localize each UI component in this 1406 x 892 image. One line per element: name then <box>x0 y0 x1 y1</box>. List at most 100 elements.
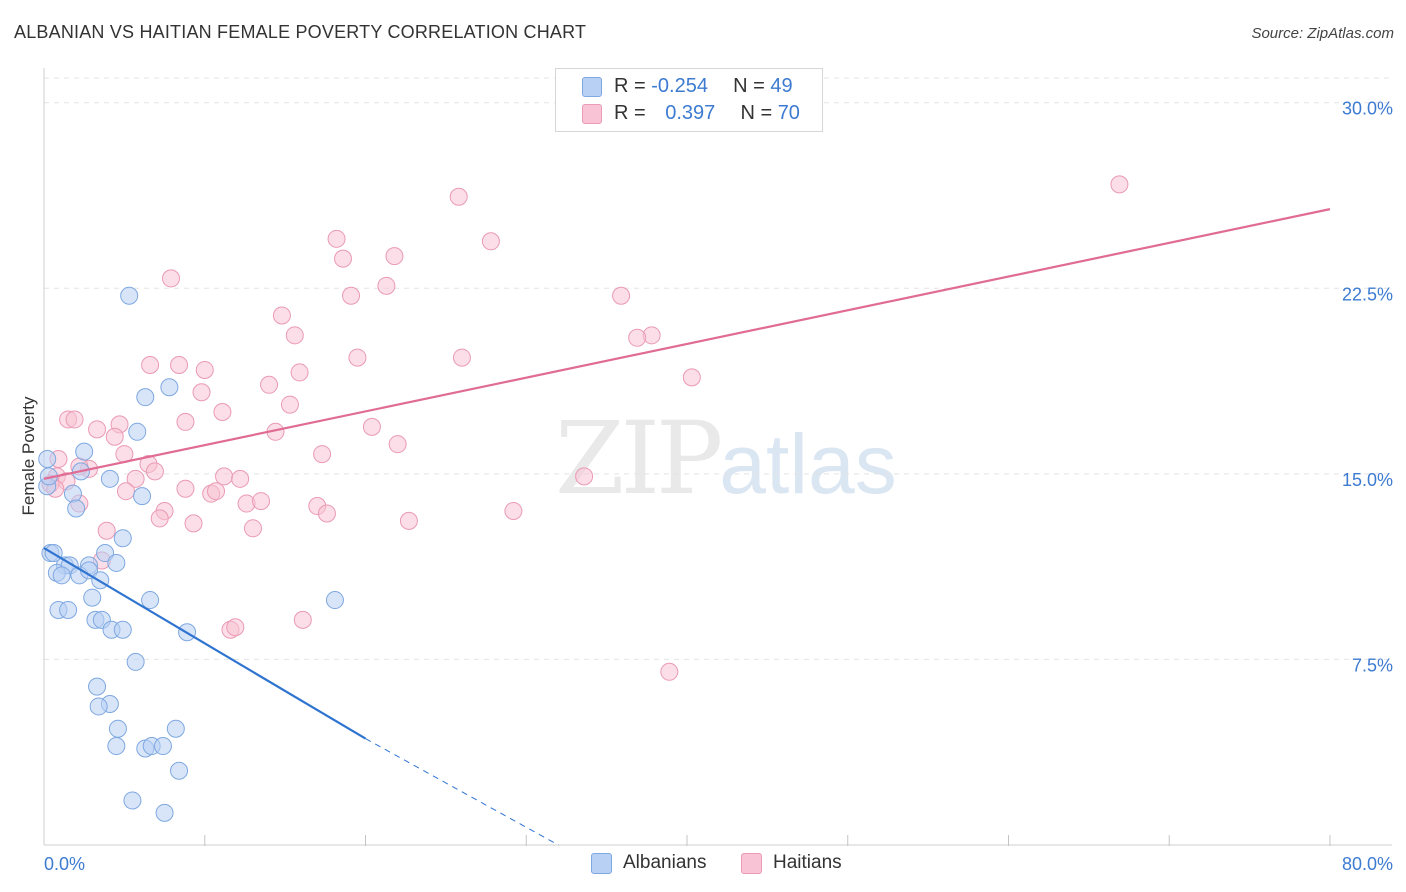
haitian-point <box>362 417 381 436</box>
source-label: Source: ZipAtlas.com <box>1251 25 1394 42</box>
albanian-point <box>141 591 160 610</box>
watermark-atlas: atlas <box>719 417 897 511</box>
haitian-point <box>342 286 361 305</box>
albanian-point <box>160 378 179 397</box>
haitian-point <box>388 435 407 454</box>
albanian-r-value: -0.254 <box>651 75 708 97</box>
haitian-point <box>105 427 124 446</box>
albanian-point <box>136 388 155 407</box>
correlation-legend: R = -0.254 N = 49 R = 0.397 N = 70 <box>555 68 823 132</box>
haitian-point <box>327 229 346 248</box>
haitian-point <box>385 247 404 266</box>
haitian-point <box>170 356 189 375</box>
haitian-point <box>97 521 116 540</box>
haitian-point <box>116 482 135 501</box>
haitian-point <box>231 469 250 488</box>
haitian-point <box>504 501 523 520</box>
haitian-point <box>377 276 396 295</box>
x-tick-label: 80.0% <box>1342 854 1393 874</box>
albanian-trend-line <box>43 547 367 740</box>
haitian-point <box>682 368 701 387</box>
haitian-point <box>313 445 332 464</box>
y-tick-label: 7.5% <box>1352 655 1393 675</box>
haitians-label: Haitians <box>773 852 842 873</box>
haitian-point <box>317 504 336 523</box>
albanian-point <box>155 803 174 822</box>
haitian-n-value: 70 <box>777 102 800 124</box>
haitian-point <box>243 519 262 538</box>
albanian-swatch <box>582 77 602 97</box>
haitian-point <box>449 187 468 206</box>
haitian-point <box>141 356 160 375</box>
albanian-trend-extension <box>365 738 559 846</box>
haitian-point <box>88 420 107 439</box>
albanian-point <box>108 719 127 738</box>
albanian-point <box>123 791 142 810</box>
x-tick-label: 0.0% <box>44 854 85 874</box>
haitian-point <box>184 514 203 533</box>
haitian-point <box>293 610 312 629</box>
albanian-point <box>75 442 94 461</box>
legend-r-label: R = <box>614 75 646 97</box>
haitian-point <box>660 662 679 681</box>
albanian-point <box>126 652 145 671</box>
haitian-swatch <box>582 104 602 124</box>
haitian-point <box>226 618 245 637</box>
haitian-trend-line <box>43 208 1331 480</box>
albanian-point <box>63 484 82 503</box>
albanian-point <box>83 588 102 607</box>
albanian-point <box>38 450 57 469</box>
albanians-swatch <box>591 853 612 874</box>
albanian-n-value: 49 <box>770 75 793 97</box>
albanians-label: Albanians <box>623 852 707 873</box>
haitian-point <box>161 269 180 288</box>
chart-title: ALBANIAN VS HAITIAN FEMALE POVERTY CORRE… <box>14 22 587 42</box>
albanian-point <box>128 422 147 441</box>
y-tick-label: 15.0% <box>1342 470 1393 490</box>
haitian-point <box>126 469 145 488</box>
haitian-point <box>145 462 164 481</box>
albanian-point <box>153 737 172 756</box>
albanian-point <box>166 719 185 738</box>
haitian-point <box>280 395 299 414</box>
albanian-point <box>89 697 108 716</box>
haitian-point <box>452 348 471 367</box>
haitian-point <box>65 410 84 429</box>
haitian-point <box>285 326 304 345</box>
haitian-r-value: 0.397 <box>665 102 716 124</box>
albanian-point <box>88 677 107 696</box>
haitian-point <box>612 286 631 305</box>
haitian-point <box>215 467 234 486</box>
haitian-point <box>150 509 169 528</box>
haitian-point <box>575 467 594 486</box>
albanian-point <box>107 737 126 756</box>
albanian-point <box>100 469 119 488</box>
haitian-point <box>176 412 195 431</box>
haitian-point <box>628 328 647 347</box>
haitian-point <box>260 375 279 394</box>
haitian-point <box>252 492 271 511</box>
albanian-point <box>120 286 139 305</box>
haitian-point <box>399 511 418 530</box>
albanian-point <box>52 566 71 585</box>
haitian-point <box>195 360 214 379</box>
albanian-point <box>107 553 126 572</box>
legend-r-label: R = <box>614 102 646 124</box>
haitian-point <box>348 348 367 367</box>
y-axis-title: Female Poverty <box>19 396 38 516</box>
albanian-point <box>59 600 78 619</box>
haitian-point <box>481 232 500 251</box>
haitian-point <box>213 403 232 422</box>
albanian-point <box>325 591 344 610</box>
y-tick-label: 30.0% <box>1342 99 1393 119</box>
haitian-point <box>333 249 352 268</box>
watermark: ZIPatlas <box>555 400 897 517</box>
watermark-zip: ZIP <box>555 400 723 517</box>
albanian-point <box>133 487 152 506</box>
haitian-point <box>207 482 226 501</box>
haitian-point <box>1110 175 1129 194</box>
haitian-point <box>192 383 211 402</box>
haitian-point <box>176 479 195 498</box>
albanian-point <box>67 499 86 518</box>
